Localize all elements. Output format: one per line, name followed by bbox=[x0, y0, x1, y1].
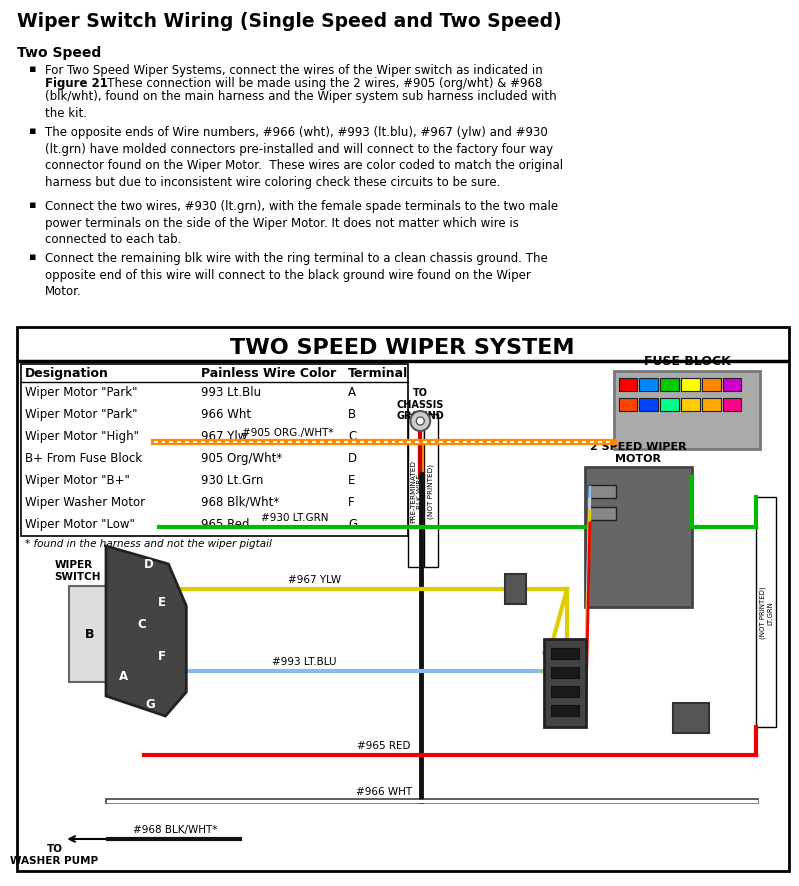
Bar bbox=[551, 687, 579, 697]
Text: 2 SPEED WIPER
MOTOR: 2 SPEED WIPER MOTOR bbox=[590, 441, 686, 463]
Bar bbox=[618, 378, 638, 392]
Text: Painless Wire Color: Painless Wire Color bbox=[201, 367, 336, 379]
Text: ▪: ▪ bbox=[29, 64, 36, 74]
Bar bbox=[614, 371, 761, 449]
Text: B+ From Fuse Block: B+ From Fuse Block bbox=[25, 452, 142, 464]
Text: Figure 21: Figure 21 bbox=[45, 77, 107, 89]
Text: D: D bbox=[348, 452, 357, 464]
Bar bbox=[673, 703, 709, 734]
Text: For Two Speed Wiper Systems, connect the wires of the Wiper switch as indicated : For Two Speed Wiper Systems, connect the… bbox=[45, 64, 543, 93]
Bar bbox=[681, 378, 700, 392]
Bar bbox=[722, 378, 741, 392]
Text: (blk/wht), found on the main harness and the Wiper system sub harness included w: (blk/wht), found on the main harness and… bbox=[45, 89, 556, 120]
Text: F: F bbox=[348, 495, 355, 509]
Text: Wiper Motor "B+": Wiper Motor "B+" bbox=[25, 473, 129, 486]
Text: Connect the remaining blk wire with the ring terminal to a clean chassis ground.: Connect the remaining blk wire with the … bbox=[45, 252, 547, 298]
Text: Connect the two wires, #930 (lt.grn), with the female spade terminals to the two: Connect the two wires, #930 (lt.grn), wi… bbox=[45, 199, 558, 245]
Text: 968 Blk/Wht*: 968 Blk/Wht* bbox=[201, 495, 280, 509]
Text: The opposite ends of Wire numbers, #966 (wht), #993 (lt.blu), #967 (ylw) and #93: The opposite ends of Wire numbers, #966 … bbox=[45, 126, 562, 189]
Text: Wiper Motor "Park": Wiper Motor "Park" bbox=[25, 385, 137, 399]
Circle shape bbox=[411, 411, 430, 431]
Text: #905 ORG./WHT*: #905 ORG./WHT* bbox=[241, 428, 333, 438]
Text: Wiper Motor "High": Wiper Motor "High" bbox=[25, 430, 139, 442]
Bar bbox=[757, 497, 776, 727]
Bar bbox=[551, 649, 579, 659]
Bar bbox=[17, 328, 789, 871]
Bar bbox=[544, 640, 586, 727]
Bar bbox=[551, 705, 579, 716]
Text: #930 LT.GRN: #930 LT.GRN bbox=[260, 512, 328, 523]
Text: * found in the harness and not the wiper pigtail: * found in the harness and not the wiper… bbox=[25, 539, 272, 548]
Text: WIPER
SWITCH: WIPER SWITCH bbox=[54, 559, 101, 581]
Text: 993 Lt.Blu: 993 Lt.Blu bbox=[201, 385, 261, 399]
Text: Terminal: Terminal bbox=[348, 367, 408, 379]
Text: 905 Org/Wht*: 905 Org/Wht* bbox=[201, 452, 282, 464]
Text: 967 Ylw: 967 Ylw bbox=[201, 430, 248, 442]
Bar bbox=[722, 399, 741, 411]
Text: 966 Wht: 966 Wht bbox=[201, 408, 252, 421]
Text: (NOT PRINTED)
LT.GRN: (NOT PRINTED) LT.GRN bbox=[760, 586, 773, 639]
Text: F: F bbox=[157, 649, 165, 663]
Text: TO
CHASSIS
GROUND: TO CHASSIS GROUND bbox=[396, 387, 444, 421]
Text: E: E bbox=[348, 473, 356, 486]
Text: #968 BLK/WHT*: #968 BLK/WHT* bbox=[133, 824, 217, 834]
Text: FUSE BLOCK: FUSE BLOCK bbox=[644, 354, 730, 368]
Text: .  These connection will be made using the 2 wires, #905 (org/wht) & #968: . These connection will be made using th… bbox=[96, 77, 543, 89]
Text: TO
WASHER PUMP: TO WASHER PUMP bbox=[10, 843, 98, 865]
Text: Wiper Motor "Park": Wiper Motor "Park" bbox=[25, 408, 137, 421]
Text: #965 RED: #965 RED bbox=[357, 740, 411, 750]
Bar bbox=[504, 574, 527, 604]
Text: Wiper Washer Motor: Wiper Washer Motor bbox=[25, 495, 145, 509]
Text: #967 YLW: #967 YLW bbox=[288, 574, 340, 585]
Bar bbox=[660, 399, 679, 411]
Text: C: C bbox=[137, 618, 146, 631]
Text: PRE-TERMINATED
BLK WIRE: PRE-TERMINATED BLK WIRE bbox=[410, 460, 423, 523]
Text: 965 Red: 965 Red bbox=[201, 517, 249, 531]
Bar bbox=[639, 399, 658, 411]
Bar bbox=[639, 378, 658, 392]
Text: D: D bbox=[144, 558, 153, 571]
Bar bbox=[702, 378, 721, 392]
Text: Two Speed: Two Speed bbox=[17, 46, 101, 60]
Text: ▪: ▪ bbox=[29, 126, 36, 136]
Circle shape bbox=[416, 417, 424, 425]
Text: A: A bbox=[119, 670, 129, 683]
Bar bbox=[408, 415, 424, 567]
Bar bbox=[551, 667, 579, 679]
Polygon shape bbox=[106, 547, 186, 716]
Text: Wiper Motor "Low": Wiper Motor "Low" bbox=[25, 517, 134, 531]
Text: E: E bbox=[157, 595, 165, 609]
Text: A: A bbox=[348, 385, 356, 399]
Bar bbox=[21, 364, 408, 536]
Bar bbox=[681, 399, 700, 411]
Bar bbox=[618, 399, 638, 411]
Text: G: G bbox=[145, 697, 156, 711]
Text: TWO SPEED WIPER SYSTEM: TWO SPEED WIPER SYSTEM bbox=[230, 338, 574, 358]
Text: ▪: ▪ bbox=[29, 252, 36, 261]
Text: ▪: ▪ bbox=[29, 199, 36, 210]
Bar bbox=[585, 468, 692, 607]
Bar bbox=[660, 378, 679, 392]
Bar bbox=[70, 587, 109, 682]
Bar bbox=[588, 508, 615, 520]
Text: 930 Lt.Grn: 930 Lt.Grn bbox=[201, 473, 264, 486]
Text: #993 LT.BLU: #993 LT.BLU bbox=[272, 657, 336, 666]
Text: B: B bbox=[85, 628, 94, 641]
Text: C: C bbox=[348, 430, 356, 442]
Text: Designation: Designation bbox=[25, 367, 109, 379]
Bar bbox=[588, 486, 615, 499]
Bar bbox=[424, 415, 438, 567]
Text: B: B bbox=[348, 408, 356, 421]
Bar bbox=[702, 399, 721, 411]
Text: Wiper Switch Wiring (Single Speed and Two Speed): Wiper Switch Wiring (Single Speed and Tw… bbox=[17, 12, 562, 31]
Text: G: G bbox=[348, 517, 357, 531]
Text: (NOT PRINTED): (NOT PRINTED) bbox=[428, 463, 435, 518]
Text: #966 WHT: #966 WHT bbox=[356, 786, 411, 797]
